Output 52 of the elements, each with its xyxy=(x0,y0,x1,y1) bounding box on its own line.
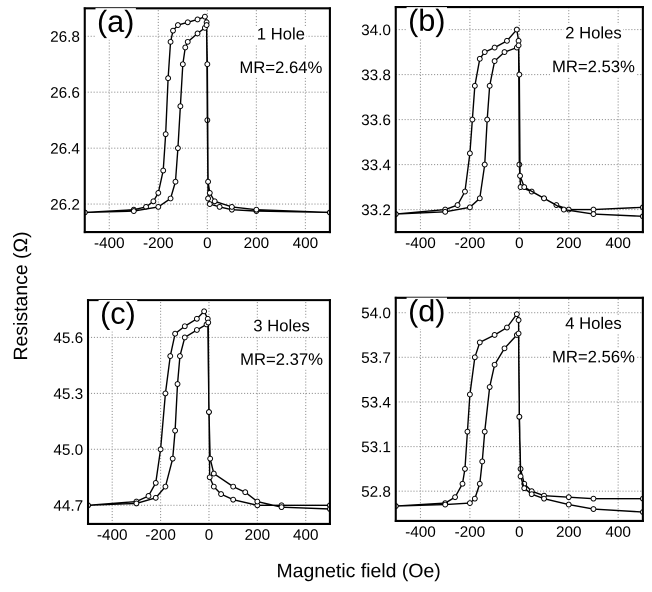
annotation: (d) xyxy=(410,299,444,328)
x-tick-label: 0 xyxy=(204,237,211,248)
annotation: MR=2.64% xyxy=(240,61,322,74)
x-tick-label: -400 xyxy=(406,526,436,538)
y-tick-label: 33.6 xyxy=(362,114,390,126)
y-tick-label: 53.1 xyxy=(362,441,390,452)
annotation: 2 Holes xyxy=(566,26,622,39)
y-tick-label: 33.8 xyxy=(362,69,390,80)
y-tick-label: 45.3 xyxy=(54,388,82,400)
x-tick-label: -200 xyxy=(455,526,485,538)
y-tick-label: 54.0 xyxy=(362,308,390,318)
y-tick-label: 26.6 xyxy=(50,87,80,98)
x-tick-label: 0 xyxy=(205,529,213,540)
y-axis-title: Resistance (Ω) xyxy=(13,232,32,359)
y-tick-label: 33.4 xyxy=(362,159,390,170)
x-tick-label: -400 xyxy=(406,237,436,248)
x-tick-label: -200 xyxy=(146,529,176,540)
y-tick-label: 26.2 xyxy=(50,198,80,210)
y-tick-label: 26.8 xyxy=(50,31,80,42)
annotation: (c) xyxy=(102,302,134,330)
y-tick-label: 44.7 xyxy=(54,500,82,511)
x-tick-label: 400 xyxy=(606,526,630,538)
x-tick-label: 0 xyxy=(516,237,523,248)
x-tick-label: 0 xyxy=(516,526,523,538)
x-tick-label: -200 xyxy=(144,237,173,248)
annotation: MR=2.53% xyxy=(553,60,634,72)
y-tick-label: 26.4 xyxy=(50,143,80,154)
annotation: 1 Hole xyxy=(258,27,304,40)
x-tick-label: 200 xyxy=(244,237,269,248)
annotation: 4 Holes xyxy=(566,316,622,330)
y-tick-label: 53.7 xyxy=(362,352,390,363)
annotation: (a) xyxy=(98,10,132,38)
y-tick-label: 45.0 xyxy=(54,444,83,456)
x-tick-label: 400 xyxy=(293,237,318,248)
x-tick-label: -400 xyxy=(98,529,127,540)
x-tick-label: 200 xyxy=(556,237,581,248)
x-tick-label: -400 xyxy=(94,237,124,248)
x-axis-title: Magnetic field (Oe) xyxy=(278,563,440,582)
y-tick-label: 45.6 xyxy=(54,332,82,344)
x-tick-label: 400 xyxy=(293,529,318,540)
y-tick-label: 34.0 xyxy=(362,24,390,36)
y-tick-label: 52.8 xyxy=(362,486,390,497)
annotation: 3 Holes xyxy=(254,319,310,332)
y-tick-label: 53.4 xyxy=(362,396,390,408)
x-tick-label: 400 xyxy=(606,237,630,248)
y-tick-label: 33.2 xyxy=(362,204,390,216)
annotation: MR=2.37% xyxy=(241,353,322,366)
x-tick-label: -200 xyxy=(455,237,485,248)
annotation: MR=2.56% xyxy=(553,350,634,363)
x-tick-label: 200 xyxy=(245,529,270,540)
annotation: (b) xyxy=(410,8,444,38)
x-tick-label: 200 xyxy=(556,526,581,538)
